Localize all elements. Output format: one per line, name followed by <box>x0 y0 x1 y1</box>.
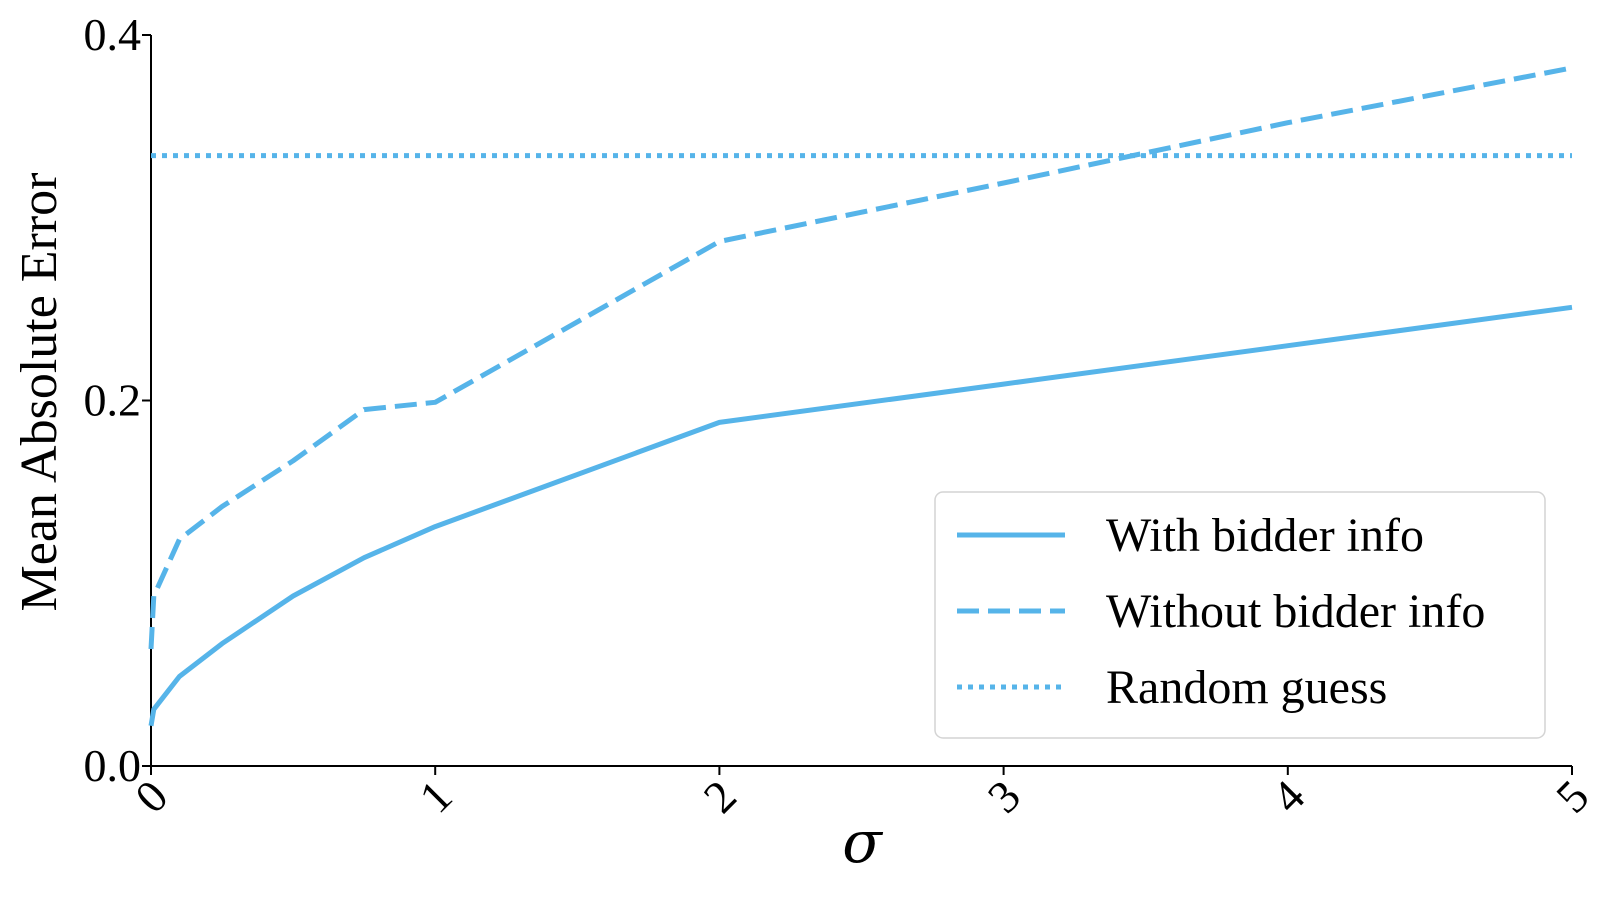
legend-label-random-guess: Random guess <box>1106 661 1387 714</box>
y-tick-label: 0.2 <box>84 375 142 426</box>
legend-frame <box>934 491 1546 739</box>
legend-items: With bidder info Without bidder info Rando… <box>957 509 1485 714</box>
legend-label-without-bidder-info: Without bidder info <box>1106 585 1485 638</box>
y-axis-label: Mean Absolute Error <box>11 172 68 611</box>
x-tick-label: 4 <box>1262 770 1314 822</box>
x-tick-label: 0 <box>125 770 177 822</box>
series-line-with-bidder-info <box>148 304 1573 727</box>
legend-label-with-bidder-info: With bidder info <box>1106 509 1424 562</box>
x-axis-label: σ <box>842 808 883 876</box>
y-tick-label: 0.4 <box>84 9 142 60</box>
x-tick-label: 3 <box>978 770 1030 822</box>
x-tick-label: 2 <box>694 770 746 822</box>
x-tick-label: 1 <box>409 770 461 822</box>
x-tick-label: 5 <box>1546 770 1598 822</box>
series-line-without-bidder-info <box>148 65 1573 650</box>
y-tick-label: 0.0 <box>84 740 142 791</box>
legend: With bidder info Without bidder info Rando… <box>934 491 1546 739</box>
series-lines <box>148 65 1573 727</box>
